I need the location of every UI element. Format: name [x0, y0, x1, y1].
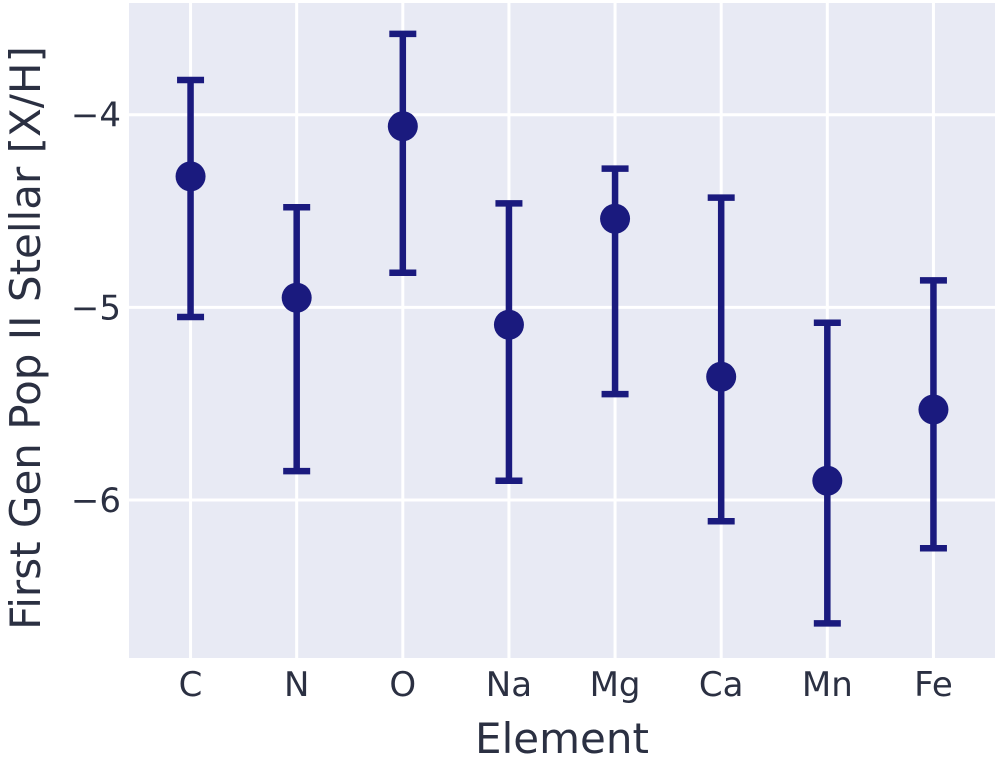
x-tick-label-N: N [284, 665, 309, 705]
x-tick-label-Mn: Mn [802, 665, 853, 705]
data-point-O [387, 111, 418, 142]
errorbar-N [281, 203, 312, 475]
x-tick-label-Ca: Ca [699, 665, 744, 705]
x-tick-label-C: C [179, 665, 203, 705]
data-point-Mn [812, 465, 843, 496]
y-tick-label-−5: −5 [71, 288, 121, 328]
data-point-Na [493, 309, 524, 340]
x-tick-label-O: O [389, 665, 416, 705]
data-point-Ca [706, 361, 737, 392]
errorbar-Fe [918, 277, 949, 552]
errorbar-Mg [600, 165, 631, 398]
y-tick-label-−4: −4 [71, 96, 121, 136]
y-tick-label-−6: −6 [71, 481, 121, 521]
errorbar-Na [493, 200, 524, 485]
errorbar-Mn [812, 319, 843, 627]
x-axis-label: Element [475, 714, 649, 757]
errorbar-O [387, 30, 418, 276]
data-point-N [281, 282, 312, 313]
errorbar-Ca [706, 194, 737, 525]
y-axis-label: First Gen Pop II Stellar [X/H] [1, 46, 50, 630]
x-tick-label-Fe: Fe [914, 665, 953, 705]
x-tick-label-Mg: Mg [590, 665, 641, 705]
data-point-Fe [918, 394, 949, 425]
plot-area [129, 3, 995, 658]
data-point-Mg [600, 203, 631, 234]
data-point-C [175, 161, 206, 192]
errorbar-C [175, 76, 206, 321]
x-tick-label-Na: Na [486, 665, 532, 705]
